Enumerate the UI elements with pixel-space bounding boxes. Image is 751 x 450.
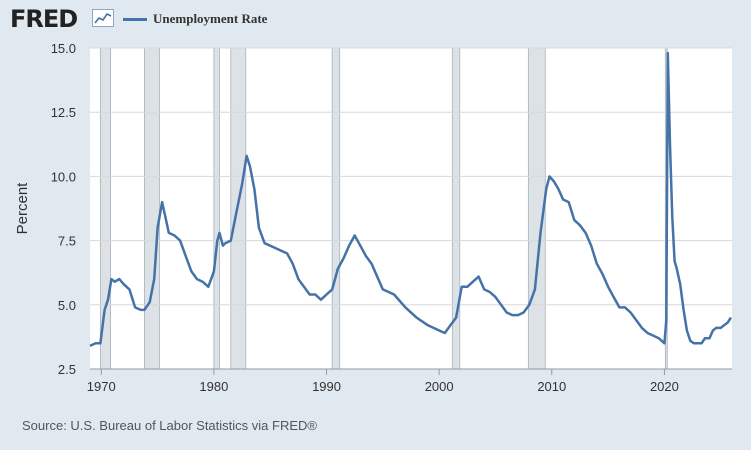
recession-band <box>213 47 220 370</box>
y-axis-title: Percent <box>14 182 31 235</box>
y-tick-label: 5.0 <box>58 298 76 313</box>
plot-area <box>90 48 732 369</box>
recession-band <box>331 47 341 370</box>
x-tick-label: 1970 <box>87 379 116 394</box>
y-axis-ticks: 2.5 5.0 7.5 10.0 12.5 15.0 <box>51 41 76 377</box>
fred-logo[interactable]: FRED <box>10 5 78 33</box>
y-tick-label: 10.0 <box>51 169 76 184</box>
legend-swatch <box>123 17 147 21</box>
x-tick-label: 1980 <box>199 379 228 394</box>
x-tick-label: 2020 <box>650 379 679 394</box>
chart-line-icon <box>92 9 114 27</box>
x-tick-label: 1990 <box>312 379 341 394</box>
chart-header: FRED Unemployment Rate <box>0 0 751 44</box>
recession-band <box>99 47 112 370</box>
recession-band <box>144 47 160 370</box>
legend: Unemployment Rate <box>123 11 267 27</box>
x-axis-ticks: 1970 1980 1990 2000 2010 2020 <box>87 368 732 394</box>
x-tick-label: 2000 <box>425 379 454 394</box>
y-tick-label: 12.5 <box>51 105 76 120</box>
y-tick-label: 7.5 <box>58 234 76 249</box>
legend-label: Unemployment Rate <box>153 11 268 26</box>
series-line-unemployment-rate <box>89 51 732 348</box>
x-tick-label: 2010 <box>537 379 566 394</box>
y-tick-label: 2.5 <box>58 362 76 377</box>
y-tick-label: 15.0 <box>51 41 76 56</box>
chart-plot: 2.5 5.0 7.5 10.0 12.5 15.0 1970 1980 1990 2000 20… <box>14 41 732 394</box>
source-note: Source: U.S. Bureau of Labor Statistics … <box>22 418 317 433</box>
